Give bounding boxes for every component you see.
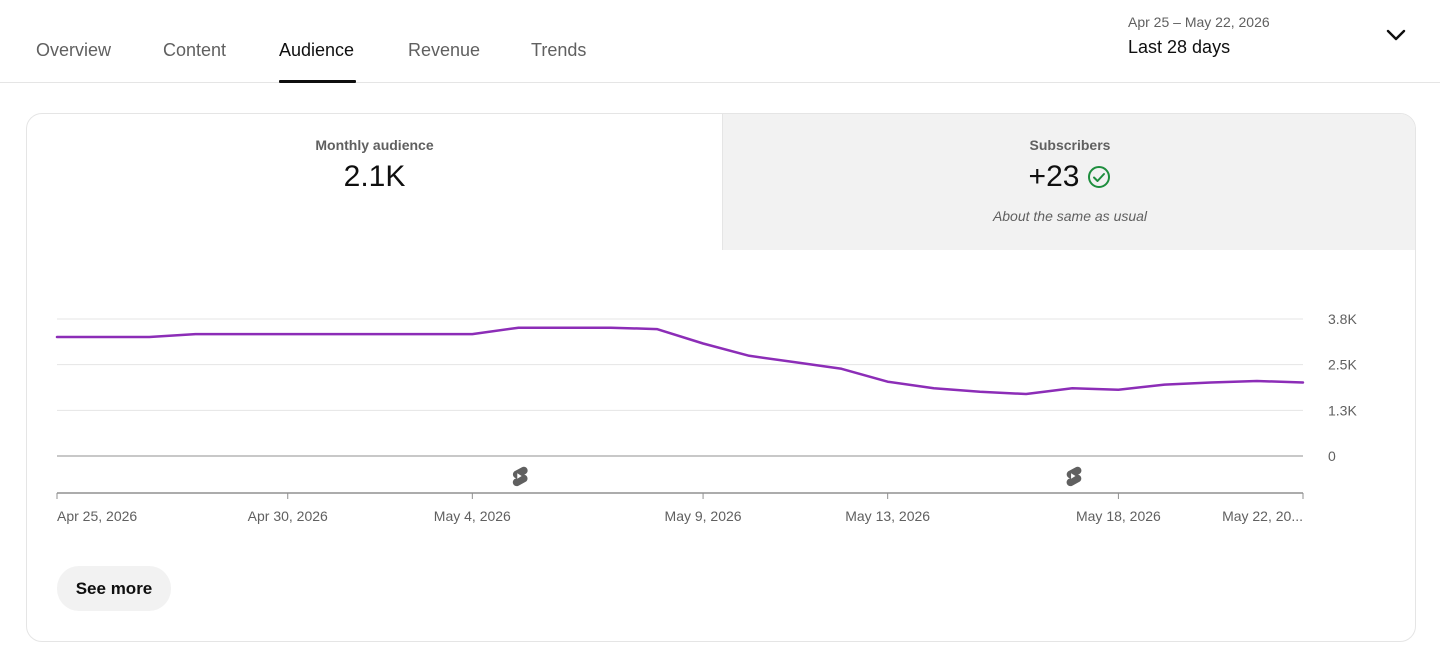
tab-overview[interactable]: Overview [36, 40, 112, 60]
metric-label: Monthly audience [315, 137, 434, 153]
date-range-label: Last 28 days [1128, 37, 1231, 57]
x-tick-label: May 13, 2026 [845, 508, 930, 524]
chevron-down-icon[interactable] [1386, 28, 1406, 42]
x-tick-label: Apr 30, 2026 [248, 508, 328, 524]
chart-markers [512, 466, 1082, 487]
date-range-selector[interactable]: Apr 25 – May 22, 2026 Last 28 days [1128, 12, 1418, 62]
tabs-bar: Overview Content Audience Revenue Trends… [0, 0, 1440, 83]
check-circle-icon [1088, 166, 1111, 188]
x-tick-label: Apr 25, 2026 [57, 508, 137, 524]
x-tick-label: May 4, 2026 [434, 508, 511, 524]
x-tick-label: May 9, 2026 [665, 508, 742, 524]
tab-content[interactable]: Content [163, 40, 227, 60]
y-axis-ticks: 3.8K 2.5K 1.3K 0 [1328, 311, 1357, 464]
tab-audience[interactable]: Audience [279, 40, 356, 83]
see-more-button[interactable]: See more [57, 566, 171, 611]
metric-monthly-audience[interactable]: Monthly audience 2.1K [27, 114, 722, 250]
audience-card: Monthly audience 2.1K Subscribers +23 Ab… [26, 113, 1416, 642]
series-line-monthly-audience [55, 326, 1305, 396]
tab-trends[interactable]: Trends [531, 40, 587, 60]
chart-grid [57, 318, 1303, 457]
chart-series [55, 326, 1305, 396]
metric-value: +23 [1028, 160, 1080, 193]
x-tick-label: May 22, 20... [1222, 508, 1303, 524]
metric-label: Subscribers [1029, 137, 1111, 153]
y-tick-label: 2.5K [1328, 357, 1357, 373]
shorts-icon[interactable] [1066, 466, 1082, 487]
y-tick-label: 1.3K [1328, 402, 1357, 418]
y-tick-label: 0 [1328, 448, 1336, 464]
x-axis-ticks: Apr 25, 2026 Apr 30, 2026 May 4, 2026 May 9… [56, 492, 1304, 524]
metric-note: About the same as usual [992, 208, 1148, 224]
metric-subscribers[interactable]: Subscribers +23 About the same as usual [722, 114, 1415, 250]
date-range-dates: Apr 25 – May 22, 2026 [1128, 14, 1270, 30]
x-tick-label: May 18, 2026 [1076, 508, 1161, 524]
y-tick-label: 3.8K [1328, 311, 1357, 327]
metric-value: 2.1K [343, 160, 406, 193]
tab-revenue[interactable]: Revenue [408, 40, 481, 60]
shorts-icon[interactable] [512, 466, 528, 487]
